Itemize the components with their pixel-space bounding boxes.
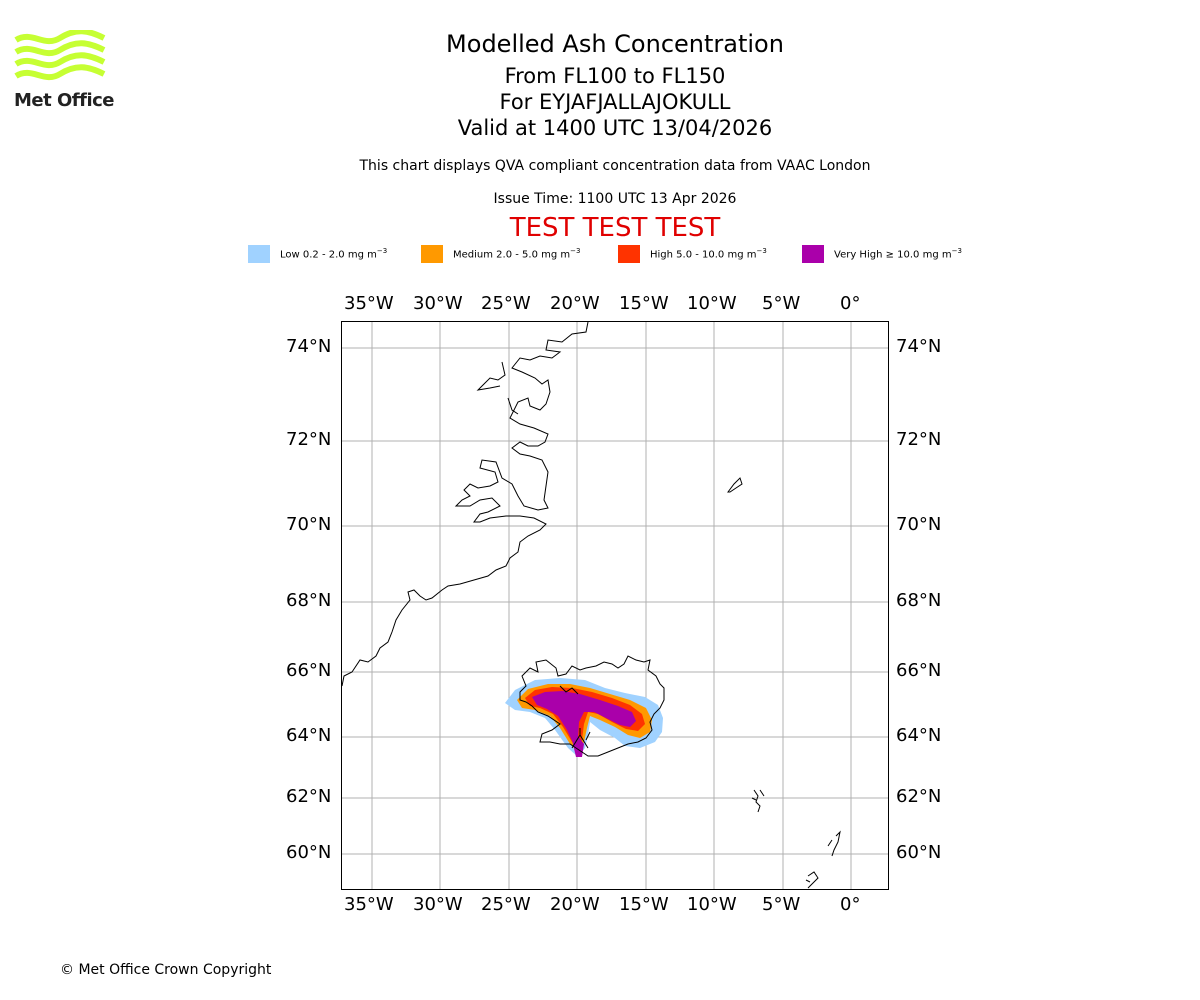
ash-concentration-map xyxy=(341,321,889,890)
lat-label-left-74n: 74°N xyxy=(286,336,332,357)
lon-label-top-20w: 20°W xyxy=(550,293,600,314)
lat-label-right-60n: 60°N xyxy=(896,842,942,863)
legend-item-medium: Medium 2.0 - 5.0 mg m−3 xyxy=(421,245,580,263)
lon-label-bottom-10w: 10°W xyxy=(687,894,737,915)
lat-label-right-74n: 74°N xyxy=(896,336,942,357)
lon-label-top-0: 0° xyxy=(840,293,861,314)
legend-swatch-medium xyxy=(421,245,443,263)
legend-label-high: High 5.0 - 10.0 mg m−3 xyxy=(650,247,767,261)
lon-label-top-25w: 25°W xyxy=(481,293,531,314)
coastlines xyxy=(341,321,841,889)
lon-label-top-30w: 30°W xyxy=(413,293,463,314)
greenland-fjord-2 xyxy=(507,397,519,415)
lon-label-bottom-35w: 35°W xyxy=(344,894,394,915)
ash-plume xyxy=(505,678,663,757)
lat-label-right-66n: 66°N xyxy=(896,660,942,681)
lat-label-right-62n: 62°N xyxy=(896,786,942,807)
met-office-logo xyxy=(14,28,106,90)
lat-label-right-70n: 70°N xyxy=(896,514,942,535)
lat-label-left-60n: 60°N xyxy=(286,842,332,863)
lat-label-left-68n: 68°N xyxy=(286,590,332,611)
lon-label-bottom-20w: 20°W xyxy=(550,894,600,915)
legend-label-low: Low 0.2 - 2.0 mg m−3 xyxy=(280,247,388,261)
shetland-coast xyxy=(827,830,841,857)
legend-item-very-high: Very High ≥ 10.0 mg m−3 xyxy=(802,245,962,263)
ash-very-high-area xyxy=(532,691,636,752)
lat-label-left-64n: 64°N xyxy=(286,725,332,746)
lon-label-top-10w: 10°W xyxy=(687,293,737,314)
greenland-fjord-1 xyxy=(476,361,506,391)
flight-level-range: From FL100 to FL150 xyxy=(504,64,726,88)
lat-label-left-70n: 70°N xyxy=(286,514,332,535)
jan-mayen-coast xyxy=(727,477,743,493)
lon-label-bottom-30w: 30°W xyxy=(413,894,463,915)
lon-label-top-5w: 5°W xyxy=(762,293,801,314)
copyright-text: © Met Office Crown Copyright xyxy=(60,962,272,978)
lat-label-right-68n: 68°N xyxy=(896,590,942,611)
orkney-coast xyxy=(805,871,819,889)
logo-text: Met Office xyxy=(14,90,115,111)
lat-label-left-72n: 72°N xyxy=(286,429,332,450)
lon-label-bottom-25w: 25°W xyxy=(481,894,531,915)
issue-time: Issue Time: 1100 UTC 13 Apr 2026 xyxy=(493,191,737,207)
valid-time: Valid at 1400 UTC 13/04/2026 xyxy=(457,116,773,140)
iceland-fjord xyxy=(559,685,579,695)
lat-label-right-72n: 72°N xyxy=(896,429,942,450)
test-banner: TEST TEST TEST xyxy=(509,213,721,243)
legend-label-very-high: Very High ≥ 10.0 mg m−3 xyxy=(834,247,962,261)
lat-label-left-62n: 62°N xyxy=(286,786,332,807)
lon-label-top-35w: 35°W xyxy=(344,293,394,314)
legend-swatch-high xyxy=(618,245,640,263)
lon-label-bottom-5w: 5°W xyxy=(762,894,801,915)
lon-label-top-15w: 15°W xyxy=(619,293,669,314)
legend-swatch-very-high xyxy=(802,245,824,263)
map-frame xyxy=(341,321,889,890)
legend-label-medium: Medium 2.0 - 5.0 mg m−3 xyxy=(453,247,581,261)
volcano-marker-icon xyxy=(571,728,591,749)
volcano-name: For EYJAFJALLAJOKULL xyxy=(499,90,731,114)
lon-label-bottom-15w: 15°W xyxy=(619,894,669,915)
chart-title: Modelled Ash Concentration xyxy=(446,30,784,58)
iceland-coast xyxy=(519,655,665,757)
faroe-islands-coast xyxy=(751,789,765,813)
greenland-coast xyxy=(341,321,589,687)
chart-subtitle: This chart displays QVA compliant concen… xyxy=(359,158,871,174)
lat-label-left-66n: 66°N xyxy=(286,660,332,681)
met-office-wave-icon xyxy=(14,28,106,81)
legend-swatch-low xyxy=(248,245,270,263)
legend-item-high: High 5.0 - 10.0 mg m−3 xyxy=(618,245,767,263)
legend-item-low: Low 0.2 - 2.0 mg m−3 xyxy=(248,245,387,263)
lon-label-bottom-0: 0° xyxy=(840,894,861,915)
lat-label-right-64n: 64°N xyxy=(896,725,942,746)
